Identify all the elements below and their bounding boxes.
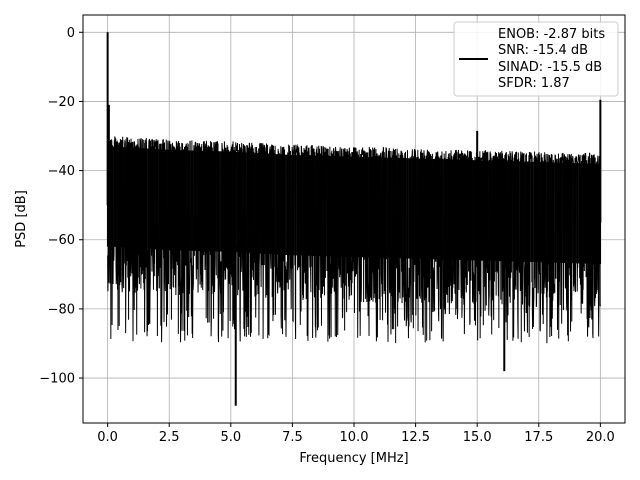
psd-core-band: [106, 146, 602, 264]
y-tick-label: −60: [48, 233, 75, 248]
legend-line-sinad: SINAD: -15.5 dB: [498, 60, 602, 75]
legend-line-enob: ENOB: -2.87 bits: [498, 27, 605, 42]
legend-line-snr: SNR: -15.4 dB: [498, 43, 588, 58]
x-tick-label: 17.5: [524, 430, 553, 445]
y-axis-ticks: 0 −20 −40 −60 −80 −100: [39, 26, 83, 387]
y-tick-label: −40: [48, 164, 75, 179]
x-tick-label: 5.0: [220, 430, 241, 445]
x-tick-label: 10.0: [340, 430, 369, 445]
legend-box: [453, 21, 619, 97]
legend: ENOB: -2.87 bits SNR: -15.4 dB SINAD: -1…: [453, 21, 619, 97]
x-tick-label: 0.0: [97, 430, 118, 445]
x-axis-ticks: 0.0 2.5 5.0 7.5 10.0 12.5 15.0 17.5 20.0: [97, 423, 615, 445]
x-tick-label: 20.0: [586, 430, 615, 445]
x-tick-label: 7.5: [282, 430, 303, 445]
y-tick-label: 0: [67, 26, 75, 41]
legend-line-sfdr: SFDR: 1.87: [498, 76, 570, 91]
x-axis-label: Frequency [MHz]: [299, 451, 408, 466]
y-tick-label: −20: [48, 95, 75, 110]
psd-trace: [106, 32, 602, 406]
y-tick-label: −80: [48, 302, 75, 317]
y-tick-label: −100: [39, 372, 75, 387]
x-tick-label: 12.5: [401, 430, 430, 445]
x-tick-label: 15.0: [463, 430, 492, 445]
x-tick-label: 2.5: [159, 430, 180, 445]
y-axis-label: PSD [dB]: [14, 190, 29, 248]
